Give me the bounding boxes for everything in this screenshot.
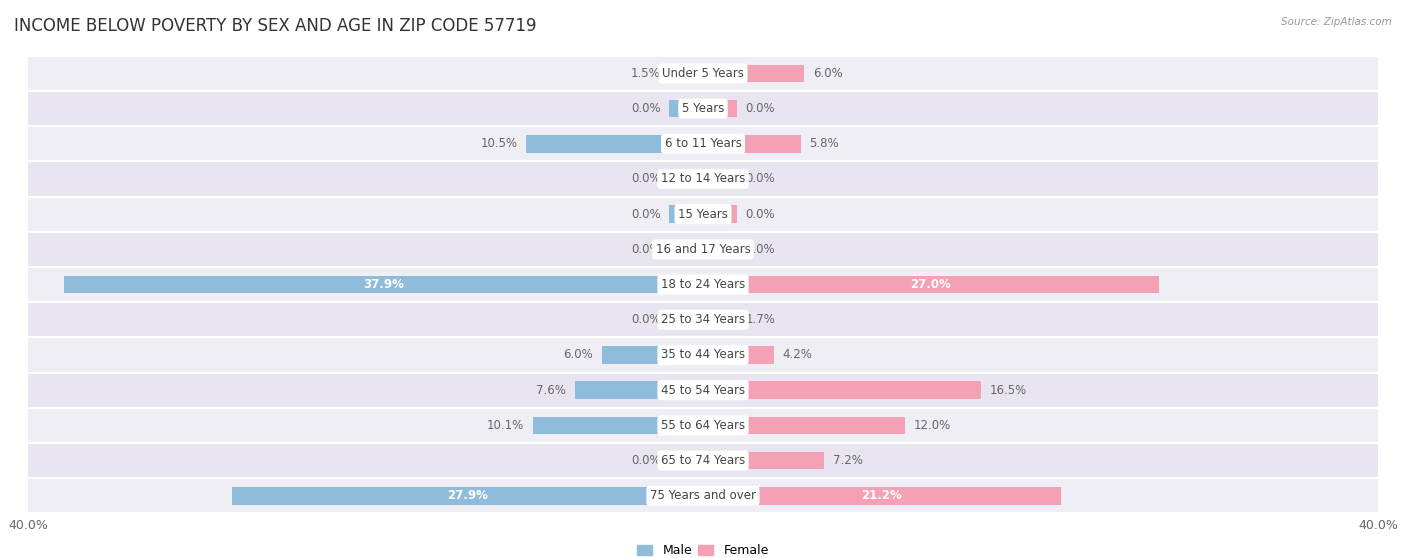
Bar <box>703 381 981 399</box>
Bar <box>703 346 773 364</box>
Text: 6.0%: 6.0% <box>564 349 593 362</box>
Bar <box>526 135 703 152</box>
Text: 5 Years: 5 Years <box>682 102 724 115</box>
Bar <box>232 487 703 504</box>
Text: 15 Years: 15 Years <box>678 208 728 220</box>
Bar <box>63 276 703 294</box>
Text: 75 Years and over: 75 Years and over <box>650 489 756 502</box>
Bar <box>533 417 703 434</box>
Bar <box>28 196 1378 232</box>
Bar <box>28 267 1378 302</box>
Bar <box>28 126 1378 161</box>
Text: INCOME BELOW POVERTY BY SEX AND AGE IN ZIP CODE 57719: INCOME BELOW POVERTY BY SEX AND AGE IN Z… <box>14 17 537 35</box>
Text: 12.0%: 12.0% <box>914 419 950 432</box>
Text: 0.0%: 0.0% <box>745 172 775 185</box>
Text: 0.0%: 0.0% <box>631 243 661 256</box>
Bar <box>669 100 703 117</box>
Text: 0.0%: 0.0% <box>745 243 775 256</box>
Bar <box>669 65 703 82</box>
Bar <box>703 311 737 329</box>
Text: 25 to 34 Years: 25 to 34 Years <box>661 313 745 326</box>
Bar <box>703 452 824 469</box>
Text: 0.0%: 0.0% <box>631 208 661 220</box>
Bar <box>703 240 737 258</box>
Text: 45 to 54 Years: 45 to 54 Years <box>661 384 745 397</box>
Text: 0.0%: 0.0% <box>745 208 775 220</box>
Bar <box>703 135 801 152</box>
Text: 18 to 24 Years: 18 to 24 Years <box>661 278 745 291</box>
Text: 0.0%: 0.0% <box>631 454 661 467</box>
Text: 10.5%: 10.5% <box>481 137 517 150</box>
Bar <box>703 487 1060 504</box>
Bar <box>703 205 737 223</box>
Bar <box>602 346 703 364</box>
Bar <box>703 276 1159 294</box>
Legend: Male, Female: Male, Female <box>633 539 773 558</box>
Bar <box>703 65 804 82</box>
Text: 27.0%: 27.0% <box>911 278 950 291</box>
Bar <box>28 373 1378 408</box>
Bar <box>703 417 905 434</box>
Text: 65 to 74 Years: 65 to 74 Years <box>661 454 745 467</box>
Bar <box>28 443 1378 478</box>
Bar <box>669 452 703 469</box>
Text: 7.6%: 7.6% <box>537 384 567 397</box>
Bar <box>28 56 1378 91</box>
Text: 4.2%: 4.2% <box>782 349 813 362</box>
Bar <box>28 338 1378 373</box>
Bar <box>703 100 737 117</box>
Text: 1.7%: 1.7% <box>745 313 775 326</box>
Text: 27.9%: 27.9% <box>447 489 488 502</box>
Bar <box>669 240 703 258</box>
Text: 16 and 17 Years: 16 and 17 Years <box>655 243 751 256</box>
Bar <box>703 170 737 188</box>
Text: 7.2%: 7.2% <box>832 454 863 467</box>
Bar <box>669 205 703 223</box>
Text: 35 to 44 Years: 35 to 44 Years <box>661 349 745 362</box>
Text: 16.5%: 16.5% <box>990 384 1026 397</box>
Text: 1.5%: 1.5% <box>631 67 661 80</box>
Text: 0.0%: 0.0% <box>631 172 661 185</box>
Bar <box>669 170 703 188</box>
Text: 37.9%: 37.9% <box>363 278 404 291</box>
Text: 0.0%: 0.0% <box>745 102 775 115</box>
Text: 0.0%: 0.0% <box>631 313 661 326</box>
Bar <box>28 232 1378 267</box>
Bar <box>28 408 1378 443</box>
Text: 10.1%: 10.1% <box>486 419 524 432</box>
Text: 21.2%: 21.2% <box>862 489 903 502</box>
Text: 0.0%: 0.0% <box>631 102 661 115</box>
Text: 12 to 14 Years: 12 to 14 Years <box>661 172 745 185</box>
Text: Under 5 Years: Under 5 Years <box>662 67 744 80</box>
Bar <box>28 161 1378 196</box>
Bar <box>28 478 1378 513</box>
Bar <box>28 302 1378 338</box>
Text: 5.8%: 5.8% <box>810 137 839 150</box>
Bar <box>669 311 703 329</box>
Text: 55 to 64 Years: 55 to 64 Years <box>661 419 745 432</box>
Bar <box>28 91 1378 126</box>
Text: Source: ZipAtlas.com: Source: ZipAtlas.com <box>1281 17 1392 27</box>
Bar <box>575 381 703 399</box>
Text: 6 to 11 Years: 6 to 11 Years <box>665 137 741 150</box>
Text: 6.0%: 6.0% <box>813 67 842 80</box>
